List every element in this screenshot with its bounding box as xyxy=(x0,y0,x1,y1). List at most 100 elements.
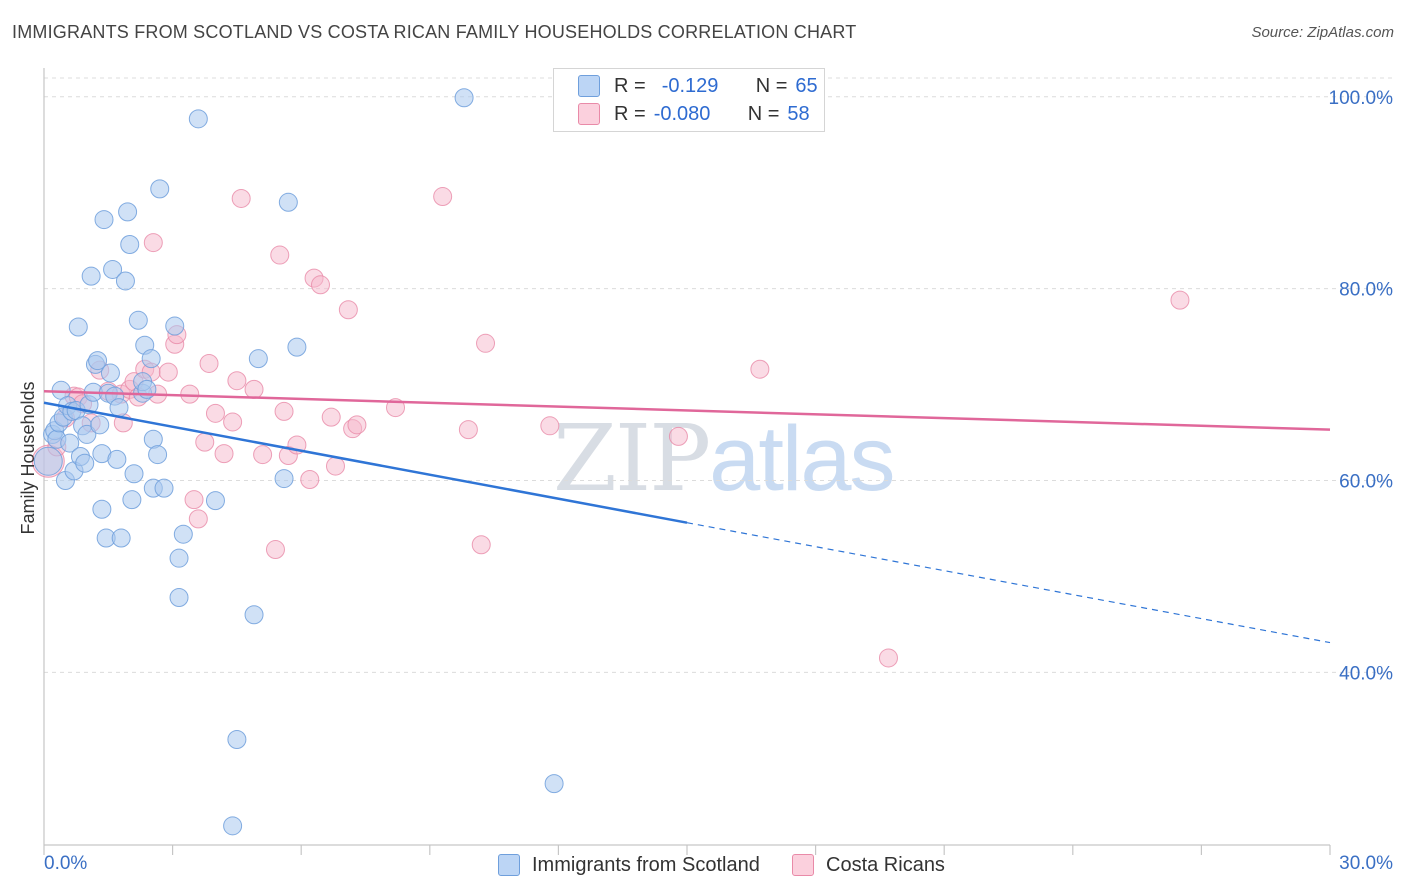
y-tick-label: 60.0% xyxy=(1339,471,1393,492)
scotland-point xyxy=(128,310,148,330)
series-legend: Immigrants from Scotland Costa Ricans xyxy=(0,851,1406,879)
costa-ricans-point xyxy=(540,416,560,436)
legend-r-label: R = xyxy=(614,102,646,125)
scotland-points xyxy=(33,88,564,836)
scotland-point xyxy=(115,271,135,291)
scotland-point xyxy=(188,109,208,129)
scotland-point xyxy=(111,528,131,548)
scotland-trend-line xyxy=(43,401,688,524)
scotland-point xyxy=(141,349,161,369)
x-tick-label-max: 30.0% xyxy=(1339,853,1393,874)
costa-ricans-point xyxy=(433,187,453,207)
costa-ricans-point xyxy=(244,379,264,399)
scotland-point xyxy=(169,548,189,568)
gridlines xyxy=(44,77,1393,673)
legend-r-value: -0.080 xyxy=(653,102,711,125)
costa-ricans-point xyxy=(227,371,247,391)
costa-ricans-point xyxy=(223,412,243,432)
scotland-point xyxy=(278,192,298,212)
scotland-point xyxy=(103,259,123,279)
scotland-point xyxy=(244,605,264,625)
trend-lines xyxy=(43,390,1331,644)
scotland-point xyxy=(169,588,189,608)
costa-ricans-point xyxy=(274,401,294,421)
scotland-point xyxy=(205,491,225,511)
scotland-point xyxy=(92,499,112,519)
costa-ricans-point xyxy=(321,407,341,427)
costa-ricans-point xyxy=(188,509,208,529)
scotland-point xyxy=(120,235,140,255)
costa-ricans-point xyxy=(347,415,367,435)
scotland-point xyxy=(77,424,97,444)
costa-ricans-point xyxy=(1170,290,1190,310)
legend-r-label: R = xyxy=(614,74,646,97)
scotland-point xyxy=(124,464,144,484)
legend-row-scotland: R = -0.129 N = 65 xyxy=(578,73,818,99)
scotland-point xyxy=(100,363,120,383)
scotland-point xyxy=(287,337,307,357)
costa-ricans-point xyxy=(476,333,496,353)
costa-ricans-point xyxy=(338,300,358,320)
scotland-point xyxy=(165,316,185,336)
scotland-point xyxy=(274,469,294,489)
costa-ricans-point xyxy=(253,445,273,465)
scotland-point xyxy=(94,210,114,230)
y-tick-label: 40.0% xyxy=(1339,663,1393,684)
legend-n-label: N = xyxy=(755,74,788,97)
scotland-point xyxy=(118,202,138,222)
legend-swatch-blue xyxy=(578,75,600,97)
legend-n-label: N = xyxy=(747,102,780,125)
scotland-point xyxy=(154,478,174,498)
correlation-legend: R = -0.129 N = 65 R = -0.080 N = 58 xyxy=(553,68,825,132)
costa-ricans-points xyxy=(31,187,1190,668)
scotland-point xyxy=(150,179,170,199)
costa-ricans-point xyxy=(270,245,290,265)
series-legend-label: Costa Ricans xyxy=(826,853,945,876)
costa-ricans-point xyxy=(184,490,204,510)
x-tick-label-min: 0.0% xyxy=(44,853,87,874)
costa-ricans-point xyxy=(750,359,770,379)
legend-row-costa-ricans: R = -0.080 N = 58 xyxy=(578,101,810,127)
scotland-point xyxy=(454,88,474,108)
scotland-point xyxy=(33,446,63,476)
scotland-point xyxy=(107,449,127,469)
costa-ricans-point xyxy=(199,353,219,373)
costa-ricans-point xyxy=(158,362,178,382)
series-legend-costa-ricans: Costa Ricans xyxy=(792,851,945,879)
costa-ricans-point xyxy=(180,384,200,404)
x-tick-marks xyxy=(43,845,1331,855)
scotland-point xyxy=(60,433,80,453)
costa-ricans-point xyxy=(205,403,225,423)
costa-ricans-point xyxy=(458,420,478,440)
legend-n-value: 58 xyxy=(787,102,810,125)
legend-n-value: 65 xyxy=(795,74,818,97)
scotland-point xyxy=(122,490,142,510)
series-swatch-blue xyxy=(498,854,520,876)
source-credit: Source: ZipAtlas.com xyxy=(1251,24,1394,41)
scotland-point xyxy=(90,415,110,435)
scotland-point xyxy=(81,266,101,286)
legend-r-value: -0.129 xyxy=(661,74,719,97)
scotland-point xyxy=(68,317,88,337)
series-legend-scotland: Immigrants from Scotland xyxy=(498,851,760,879)
chart-title: IMMIGRANTS FROM SCOTLAND VS COSTA RICAN … xyxy=(12,22,857,42)
costa-ricans-point xyxy=(231,188,251,208)
scotland-point xyxy=(148,445,168,465)
y-axis-title: Family Households xyxy=(18,381,38,534)
costa-ricans-point xyxy=(214,444,234,464)
series-legend-label: Immigrants from Scotland xyxy=(532,853,760,876)
legend-swatch-pink xyxy=(578,103,600,125)
scotland-point xyxy=(248,349,268,369)
scotland-point xyxy=(544,774,564,794)
costa-ricans-point xyxy=(310,275,330,295)
scotland-trend-extrapolation xyxy=(686,522,1331,644)
scotland-point xyxy=(173,524,193,544)
scotland-point xyxy=(227,729,247,749)
costa-ricans-point xyxy=(878,648,898,668)
costa-ricans-trend-line xyxy=(43,390,1331,431)
watermark-atlas: atlas xyxy=(709,408,895,510)
y-tick-label: 100.0% xyxy=(1329,88,1394,109)
y-tick-label: 80.0% xyxy=(1339,280,1393,301)
scotland-point xyxy=(75,453,95,473)
